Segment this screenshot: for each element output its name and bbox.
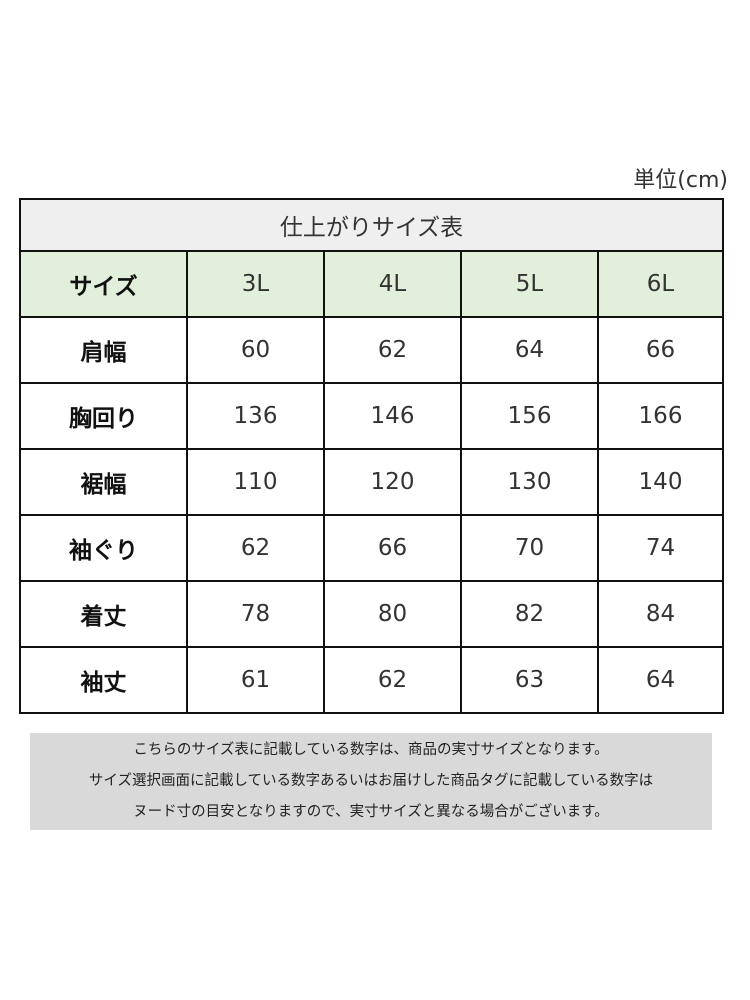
table-row: 着丈 78 80 82 84 — [19, 580, 724, 648]
value-cell: 62 — [323, 646, 462, 714]
value-cell: 136 — [186, 382, 325, 450]
value-cell: 84 — [597, 580, 724, 648]
row-label: 袖ぐり — [19, 514, 188, 582]
value-cell: 61 — [186, 646, 325, 714]
row-label: 肩幅 — [19, 316, 188, 384]
unit-label: 単位(cm) — [633, 168, 728, 193]
value-cell: 140 — [597, 448, 724, 516]
value-cell: 62 — [186, 514, 325, 582]
header-cell: サイズ — [19, 250, 188, 318]
value-cell: 146 — [323, 382, 462, 450]
value-cell: 166 — [597, 382, 724, 450]
table-row: 肩幅 60 62 64 66 — [19, 316, 724, 384]
table-row: 袖ぐり 62 66 70 74 — [19, 514, 724, 582]
header-row: サイズ 3L 4L 5L 6L — [19, 250, 724, 318]
value-cell: 74 — [597, 514, 724, 582]
note-line: こちらのサイズ表に記載している数字は、商品の実寸サイズとなります。 — [133, 742, 609, 758]
note-line: ヌード寸の目安となりますので、実寸サイズと異なる場合がございます。 — [133, 804, 609, 820]
header-cell: 5L — [460, 250, 599, 318]
value-cell: 120 — [323, 448, 462, 516]
table-row: 袖丈 61 62 63 64 — [19, 646, 724, 714]
table-row: 胸回り 136 146 156 166 — [19, 382, 724, 450]
header-cell: 6L — [597, 250, 724, 318]
value-cell: 66 — [597, 316, 724, 384]
value-cell: 78 — [186, 580, 325, 648]
table-title: 仕上がりサイズ表 — [19, 198, 724, 252]
row-label: 着丈 — [19, 580, 188, 648]
value-cell: 66 — [323, 514, 462, 582]
row-label: 胸回り — [19, 382, 188, 450]
value-cell: 70 — [460, 514, 599, 582]
row-label: 袖丈 — [19, 646, 188, 714]
header-cell: 4L — [323, 250, 462, 318]
value-cell: 80 — [323, 580, 462, 648]
table-row: 裾幅 110 120 130 140 — [19, 448, 724, 516]
value-cell: 110 — [186, 448, 325, 516]
value-cell: 130 — [460, 448, 599, 516]
value-cell: 64 — [460, 316, 599, 384]
value-cell: 82 — [460, 580, 599, 648]
value-cell: 62 — [323, 316, 462, 384]
row-label: 裾幅 — [19, 448, 188, 516]
note-box: こちらのサイズ表に記載している数字は、商品の実寸サイズとなります。 サイズ選択画… — [30, 733, 712, 830]
value-cell: 63 — [460, 646, 599, 714]
size-table: 仕上がりサイズ表 サイズ 3L 4L 5L 6L 肩幅 60 62 64 66 胸回り 13… — [19, 198, 724, 714]
value-cell: 60 — [186, 316, 325, 384]
note-line: サイズ選択画面に記載している数字あるいはお届けした商品タグに記載している数字は — [88, 773, 654, 789]
value-cell: 156 — [460, 382, 599, 450]
header-cell: 3L — [186, 250, 325, 318]
value-cell: 64 — [597, 646, 724, 714]
